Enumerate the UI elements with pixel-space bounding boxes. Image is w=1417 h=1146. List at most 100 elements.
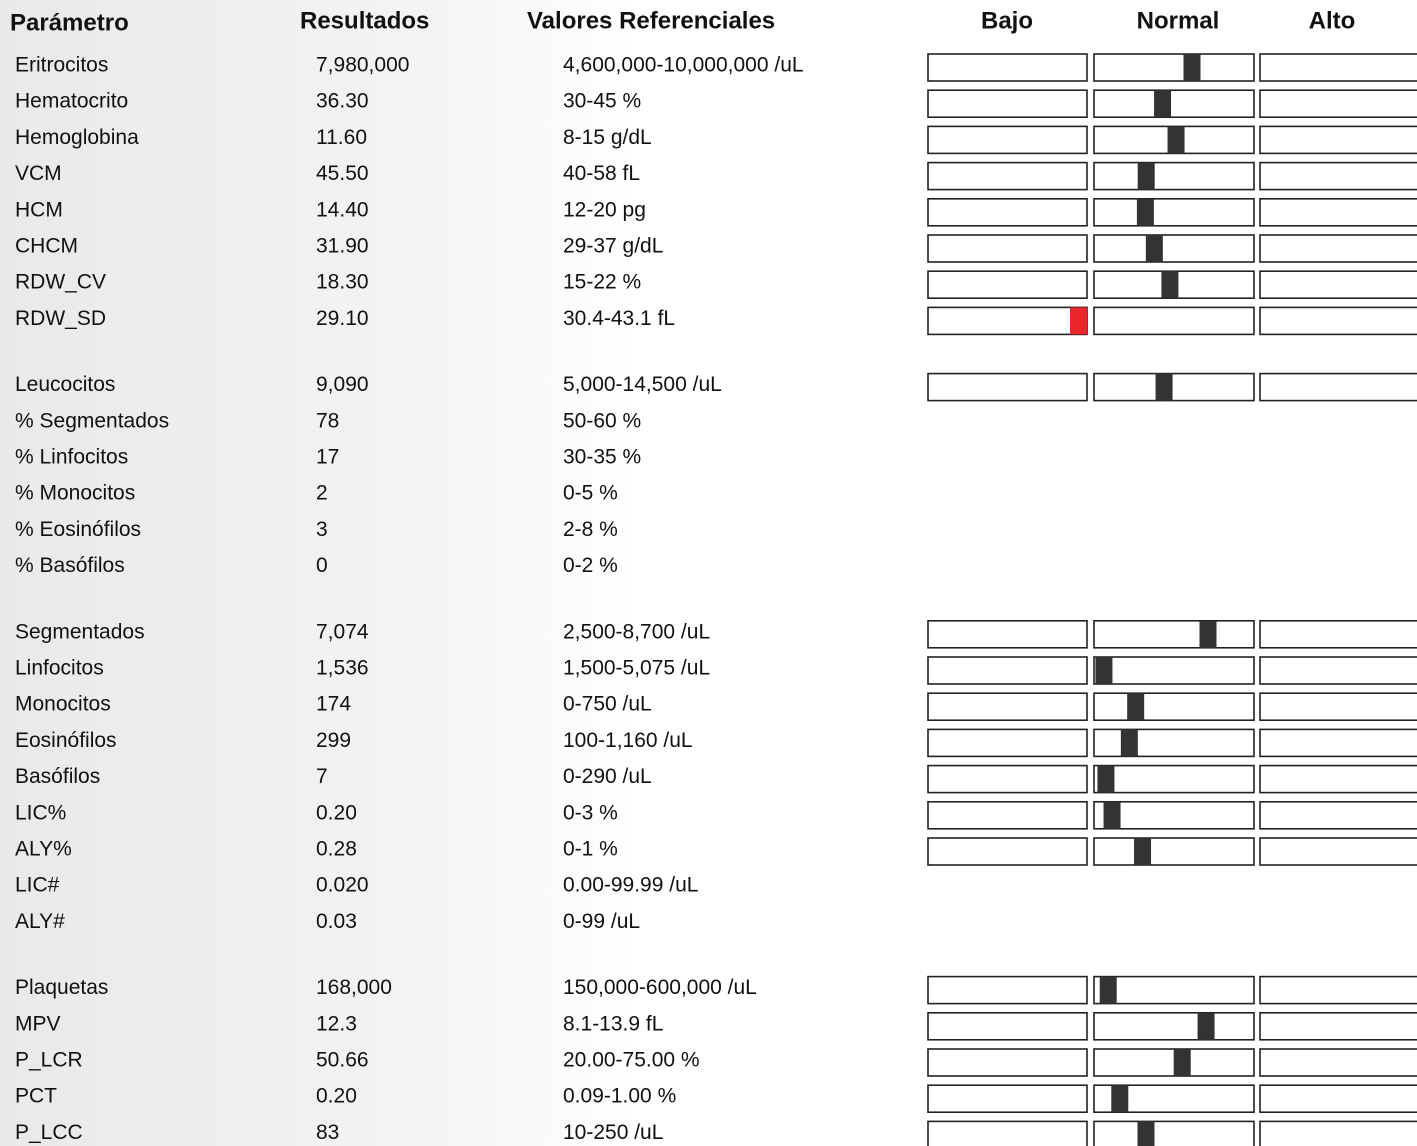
gauge-box <box>1259 125 1417 155</box>
reference: 0-2 % <box>563 554 618 577</box>
result: 0.28 <box>316 838 357 861</box>
parameter: ALY% <box>15 838 72 861</box>
gauge-box <box>1093 89 1255 118</box>
gauge-box <box>1259 764 1417 794</box>
parameter: LIC# <box>15 874 60 897</box>
parameter: P_LCR <box>15 1049 83 1072</box>
gauge-box <box>1093 53 1255 82</box>
gauge-box <box>1259 692 1417 722</box>
reference: 0-5 % <box>563 482 618 505</box>
reference: 0-3 % <box>563 801 618 824</box>
reference: 150,000-600,000 /uL <box>563 976 757 999</box>
parameter: Segmentados <box>15 620 145 643</box>
parameter: VCM <box>15 162 62 185</box>
result: 2 <box>316 482 328 505</box>
result: 50.66 <box>316 1049 369 1072</box>
gauge-box <box>927 161 1088 191</box>
reference: 12-20 pg <box>563 198 646 221</box>
gauge-box <box>1259 1084 1417 1113</box>
gauge-marker <box>1103 801 1121 829</box>
gauge-box <box>1259 372 1417 402</box>
gauge-marker <box>1134 838 1152 865</box>
parameter: Hemoglobina <box>15 126 139 149</box>
gauge-box <box>1259 619 1417 649</box>
gauge-box <box>927 198 1088 227</box>
gauge-marker <box>1167 126 1185 154</box>
gauge-box <box>1093 306 1255 336</box>
result: 29.10 <box>316 307 369 330</box>
header-low: Bajo <box>981 7 1033 34</box>
gauge-box <box>1093 1011 1255 1041</box>
gauge-box <box>1259 234 1417 263</box>
gauge-box <box>1093 656 1255 685</box>
gauge-marker <box>1183 54 1201 81</box>
reference: 30-35 % <box>563 446 641 469</box>
gauge-box <box>927 53 1088 82</box>
result: 299 <box>316 729 351 752</box>
gauge-box <box>1259 975 1417 1005</box>
reference: 15-22 % <box>563 271 641 294</box>
result: 1,536 <box>316 657 369 680</box>
gauge-box <box>1093 975 1255 1005</box>
gauge-box <box>927 975 1088 1005</box>
gauge-box <box>927 1084 1088 1113</box>
reference: 8.1-13.9 fL <box>563 1012 663 1035</box>
gauge-box <box>1259 306 1417 336</box>
gauge-box <box>1093 764 1255 794</box>
gauge-marker <box>1173 1049 1191 1076</box>
parameter: Basófilos <box>15 765 100 788</box>
gauge-marker <box>1070 307 1087 335</box>
gauge-marker <box>1199 620 1217 648</box>
gauge-marker <box>1154 90 1172 118</box>
parameter: RDW_CV <box>15 271 106 294</box>
reference: 0-750 /uL <box>563 693 652 716</box>
reference: 0-1 % <box>563 838 618 861</box>
gauge-box <box>1259 837 1417 866</box>
parameter: % Linfocitos <box>15 446 128 469</box>
gauge-box <box>927 800 1088 830</box>
gauge-box <box>927 837 1088 866</box>
gauge-marker <box>1161 271 1179 299</box>
gauge-marker <box>1097 765 1115 793</box>
parameter: HCM <box>15 198 63 221</box>
result: 18.30 <box>316 271 369 294</box>
parameter: Plaquetas <box>15 976 108 999</box>
gauge-box <box>1093 372 1255 402</box>
header-reference: Valores Referenciales <box>527 7 775 34</box>
gauge-box <box>1259 89 1417 118</box>
gauge-box <box>1093 619 1255 649</box>
parameter: Monocitos <box>15 693 111 716</box>
gauge-marker <box>1095 657 1113 684</box>
gauge-marker <box>1127 693 1145 721</box>
result: 168,000 <box>316 976 392 999</box>
reference: 2,500-8,700 /uL <box>563 620 710 643</box>
gauge-marker <box>1137 1121 1155 1146</box>
reference: 5,000-14,500 /uL <box>563 373 722 396</box>
gauge-box <box>927 1011 1088 1041</box>
gauge-box <box>927 728 1088 758</box>
reference: 29-37 g/dL <box>563 235 663 258</box>
gauge-box <box>927 372 1088 402</box>
parameter: PCT <box>15 1085 57 1108</box>
gauge-marker <box>1137 162 1155 190</box>
gauge-box <box>927 89 1088 118</box>
header-parameter: Parámetro <box>10 9 129 36</box>
parameter: RDW_SD <box>15 307 106 330</box>
result: 0 <box>316 554 328 577</box>
result: 17 <box>316 446 339 469</box>
gauge-box <box>1259 800 1417 830</box>
reference: 30.4-43.1 fL <box>563 307 675 330</box>
reference: 4,600,000-10,000,000 /uL <box>563 54 804 77</box>
parameter: Hematocrito <box>15 90 128 113</box>
result: 174 <box>316 693 351 716</box>
result: 45.50 <box>316 162 369 185</box>
result: 7,980,000 <box>316 54 409 77</box>
gauge-box <box>1093 800 1255 830</box>
gauge-box <box>1259 1011 1417 1041</box>
reference: 50-60 % <box>563 409 641 432</box>
gauge-marker <box>1120 729 1138 757</box>
gauge-box <box>927 764 1088 794</box>
gauge-box <box>927 1120 1088 1146</box>
parameter: Eritrocitos <box>15 54 108 77</box>
